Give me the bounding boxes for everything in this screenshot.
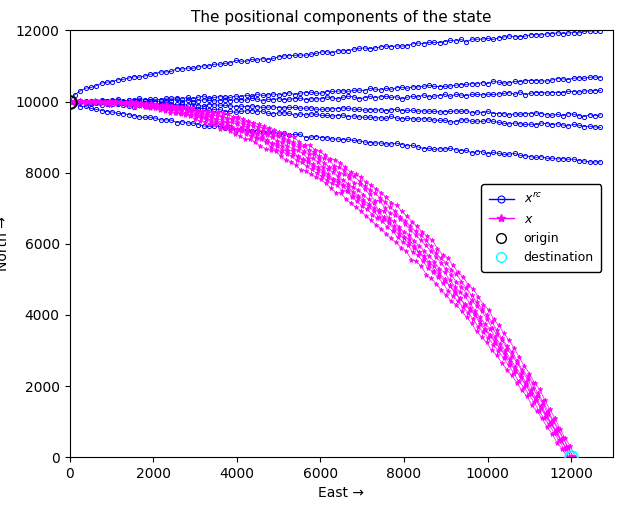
Y-axis label: North →: North → xyxy=(0,216,10,271)
X-axis label: East →: East → xyxy=(319,487,364,500)
Title: The positional components of the state: The positional components of the state xyxy=(191,10,492,25)
Legend: $x^{rc}$, $x$, origin, destination: $x^{rc}$, $x$, origin, destination xyxy=(481,184,602,272)
